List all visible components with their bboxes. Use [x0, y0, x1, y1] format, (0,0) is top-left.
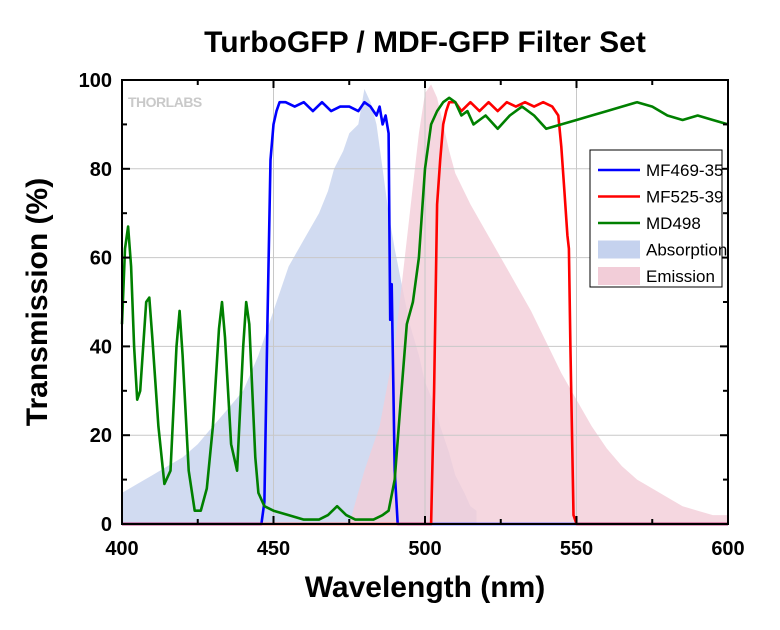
tick-labels: 400 450 500 550 600 0 20 40 60 80 100 — [79, 70, 745, 560]
plot-lines — [120, 96, 729, 526]
series-emission-area — [349, 84, 728, 525]
legend-swatch-absorption — [598, 240, 640, 259]
y-axis-title: Transmission (%) — [21, 178, 54, 426]
y-tick-label-20: 20 — [90, 425, 112, 447]
series-mf469-35-line — [122, 100, 728, 526]
axis-ticks — [121, 79, 729, 525]
legend: MF469-35 MF525-39 MD498 Absorption Emission — [589, 149, 727, 288]
plot-areas — [122, 84, 728, 525]
x-tick-label-400: 400 — [105, 538, 138, 560]
y-tick-label-60: 60 — [90, 248, 112, 270]
series-md498-line — [120, 96, 729, 521]
legend-label-mf469-35: MF469-35 — [646, 161, 723, 180]
legend-label-emission: Emission — [646, 267, 715, 286]
y-tick-label-80: 80 — [90, 159, 112, 181]
y-tick-label-100: 100 — [79, 70, 112, 92]
chart-title: TurboGFP / MDF-GFP Filter Set — [204, 26, 646, 59]
gridlines — [122, 80, 728, 524]
legend-box — [589, 149, 723, 288]
y-tick-label-40: 40 — [90, 336, 112, 358]
legend-label-absorption: Absorption — [646, 241, 727, 260]
x-tick-label-550: 550 — [560, 538, 593, 560]
legend-label-mf525-39: MF525-39 — [646, 188, 723, 207]
series-mf525-39-line — [122, 100, 728, 526]
x-tick-label-500: 500 — [408, 538, 441, 560]
legend-label-md498: MD498 — [646, 214, 701, 233]
thorlabs-logo: THORLABS — [128, 94, 202, 110]
legend-swatch-emission — [598, 267, 640, 285]
x-tick-label-450: 450 — [257, 538, 290, 560]
x-axis-title: Wavelength (nm) — [305, 571, 546, 604]
x-tick-label-600: 600 — [711, 538, 744, 560]
y-tick-label-0: 0 — [101, 514, 112, 536]
